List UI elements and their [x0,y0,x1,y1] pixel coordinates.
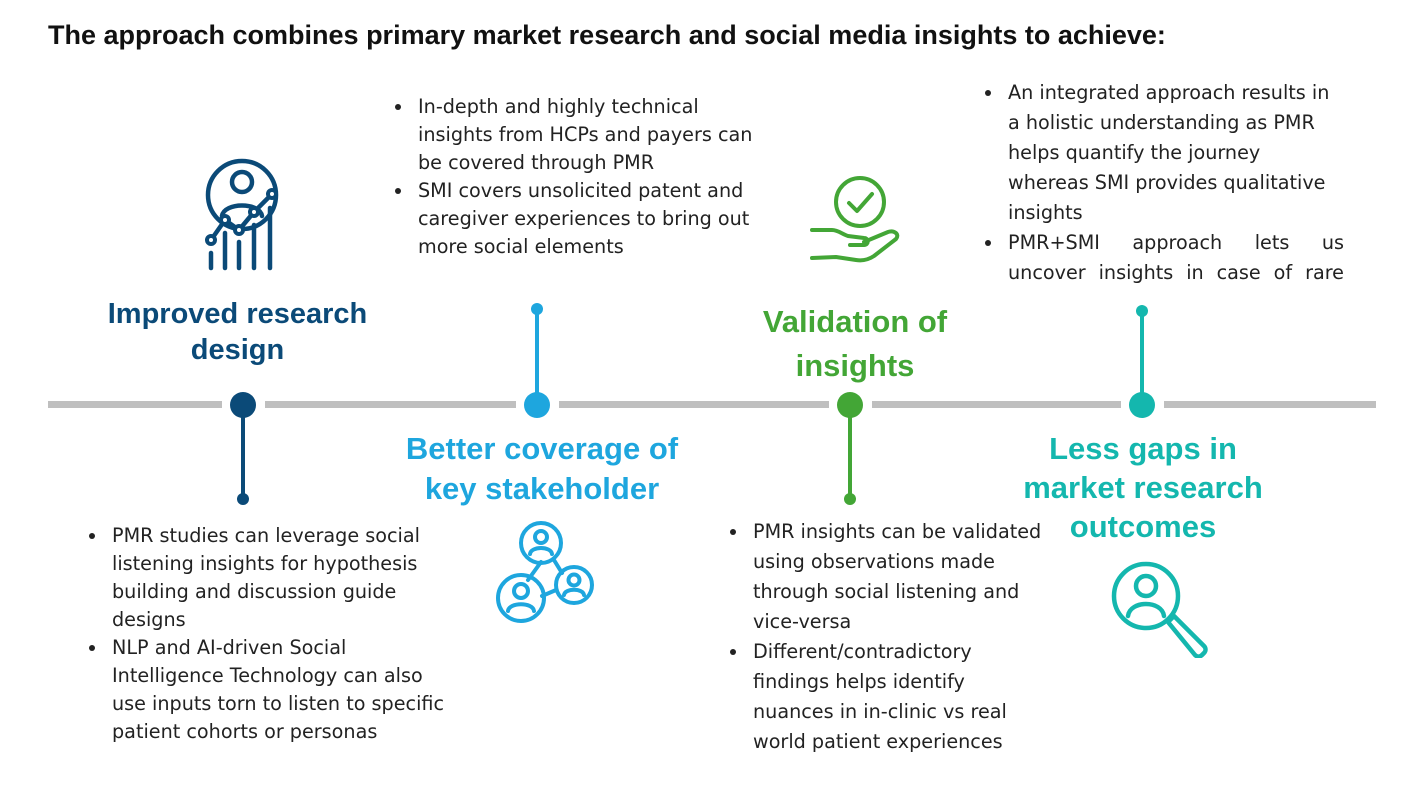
milestone-3-stem-tip [844,493,856,505]
milestone-4-bullets-clip: An integrated approach results in a holi… [968,78,1350,290]
milestone-4-bullets: An integrated approach results in a holi… [968,78,1344,288]
list-item: NLP and AI-driven Social Intelligence Te… [108,634,448,746]
checkmark-hand-icon [810,176,900,263]
list-item: In-depth and highly technical insights f… [414,93,754,177]
people-network-icon [496,521,594,623]
list-item: An integrated approach results in a holi… [1004,78,1344,228]
milestone-3-stem [848,414,852,498]
milestone-2-stem [535,312,539,394]
timeline-axis-segment-4 [872,401,1121,408]
milestone-4-stem-tip [1136,305,1148,317]
milestone-4-stem [1140,312,1144,394]
timeline-axis-segment-5 [1164,401,1376,408]
milestone-3-dot [837,392,863,418]
page-title: The approach combines primary market res… [48,20,1166,50]
milestone-3-heading: Validation of insights [762,304,948,383]
milestone-2-stem-tip [531,303,543,315]
milestone-1-bullets: PMR studies can leverage social listenin… [72,522,448,746]
list-item: SMI covers unsolicited patent and caregi… [414,177,754,261]
list-item: PMR insights can be validated using obse… [749,517,1049,637]
milestone-1-dot [230,392,256,418]
milestone-1-heading: Improved research design [107,298,368,366]
milestone-1-stem-tip [237,493,249,505]
milestone-2-dot [524,392,550,418]
timeline-axis-segment-2 [265,401,516,408]
user-analytics-chart-icon [205,158,279,271]
timeline-axis-segment-3 [559,401,829,408]
milestone-1-stem [241,414,245,498]
milestone-4-dot [1129,392,1155,418]
timeline-axis-segment-1 [48,401,222,408]
user-magnifier-icon [1111,561,1208,658]
list-item: PMR studies can leverage social listenin… [108,522,448,634]
list-item: Different/contradictory findings helps i… [749,637,1049,757]
milestone-4-heading: Less gaps in market research outcomes [1023,431,1263,544]
milestone-2-bullets: In-depth and highly technical insights f… [378,93,754,261]
milestone-2-heading: Better coverage of key stakeholder [405,431,679,506]
list-item: PMR+SMI approach lets us uncover insight… [1004,228,1344,288]
milestone-3-bullets: PMR insights can be validated using obse… [713,517,1049,757]
